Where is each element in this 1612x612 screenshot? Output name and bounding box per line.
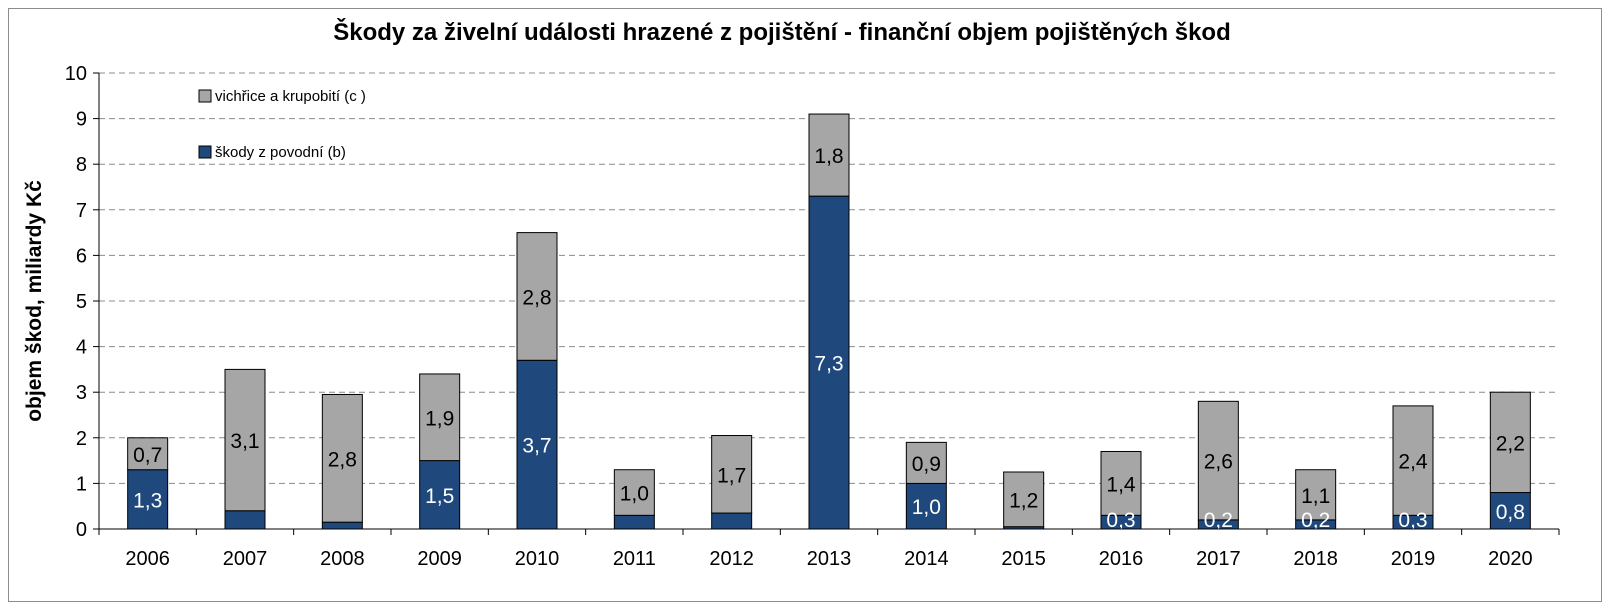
y-tick-label: 2 xyxy=(76,428,87,450)
bar-segment-flood xyxy=(1489,492,1531,530)
data-label: 1,7 xyxy=(717,464,746,487)
bar-segment-flood xyxy=(224,510,266,530)
bar-segment-flood xyxy=(419,460,461,530)
data-label: 0,3 xyxy=(1398,509,1427,532)
data-label: 2,8 xyxy=(522,286,551,309)
y-tick-label: 5 xyxy=(76,291,87,313)
bar-segment-storm xyxy=(1100,450,1142,516)
y-tick-label: 3 xyxy=(76,382,87,404)
y-tick-label: 8 xyxy=(76,154,87,176)
data-label: 1,9 xyxy=(425,407,454,430)
y-tick-label: 0 xyxy=(76,519,87,541)
y-tick-label: 7 xyxy=(76,200,87,222)
bar-segment-flood xyxy=(905,482,947,530)
data-label: 1,1 xyxy=(1301,485,1330,508)
x-tick-label: 2019 xyxy=(1391,548,1436,570)
bar-segment-storm xyxy=(711,435,753,514)
data-label: 0,3 xyxy=(1106,509,1135,532)
bar-segment-flood xyxy=(321,521,363,530)
y-tick-label: 9 xyxy=(76,109,87,131)
x-tick-label: 2016 xyxy=(1099,548,1144,570)
bar-segment-storm xyxy=(1392,405,1434,516)
x-tick-label: 2014 xyxy=(904,548,949,570)
legend-label: škody z povodní (b) xyxy=(215,144,346,161)
data-label: 0,8 xyxy=(1496,501,1525,524)
data-label: 1,0 xyxy=(620,483,649,506)
y-tick-label: 4 xyxy=(76,337,87,359)
data-label: 1,4 xyxy=(1106,473,1136,496)
y-tick-label: 1 xyxy=(76,473,87,495)
chart-title: Škody za živelní události hrazené z poji… xyxy=(333,18,1231,46)
x-tick-label: 2011 xyxy=(613,548,656,570)
x-tick-label: 2015 xyxy=(1001,548,1046,570)
bar-segment-storm xyxy=(1003,471,1045,528)
x-tick-label: 2018 xyxy=(1293,548,1338,570)
legend-swatch-storm xyxy=(198,89,212,103)
bar-segment-storm xyxy=(516,232,558,361)
data-label: 1,8 xyxy=(814,145,843,168)
legend-label: vichřice a krupobití (c ) xyxy=(215,88,366,105)
bar-segment-storm xyxy=(1489,391,1531,494)
data-label: 0,2 xyxy=(1301,509,1330,532)
x-tick-label: 2010 xyxy=(515,548,560,570)
x-tick-label: 2017 xyxy=(1196,548,1241,570)
data-label: 1,2 xyxy=(1009,489,1038,512)
data-label: 0,7 xyxy=(133,444,162,467)
data-label: 3,1 xyxy=(230,430,259,453)
x-tick-label: 2008 xyxy=(320,548,365,570)
y-axis-label: objem škod, miliardy Kč xyxy=(23,180,46,422)
data-label: 1,5 xyxy=(425,485,454,508)
data-label: 1,3 xyxy=(133,489,162,512)
data-label: 0,9 xyxy=(912,453,941,476)
data-label: 3,7 xyxy=(522,435,551,458)
y-tick-label: 6 xyxy=(76,245,87,267)
bar-segment-storm xyxy=(905,441,947,484)
chart-frame: Škody za živelní události hrazené z poji… xyxy=(8,8,1602,602)
bar-segment-storm xyxy=(613,469,655,516)
data-label: 1,0 xyxy=(912,496,941,519)
data-label: 2,6 xyxy=(1204,451,1233,474)
x-tick-label: 2020 xyxy=(1488,548,1533,570)
x-tick-label: 2009 xyxy=(417,548,462,570)
data-label: 2,8 xyxy=(328,448,357,471)
y-tick-label: 10 xyxy=(65,63,87,85)
x-tick-label: 2007 xyxy=(223,548,268,570)
data-label: 2,4 xyxy=(1398,451,1428,474)
data-label: 0,2 xyxy=(1204,509,1233,532)
x-tick-label: 2006 xyxy=(125,548,170,570)
x-tick-label: 2013 xyxy=(807,548,852,570)
legend-swatch-flood xyxy=(198,145,212,159)
bar-segment-flood xyxy=(711,512,753,530)
bar-segment-storm xyxy=(127,437,169,471)
x-tick-label: 2012 xyxy=(709,548,754,570)
bar-segment-storm xyxy=(419,373,461,462)
bar-segment-storm xyxy=(1197,400,1239,521)
bar-segment-storm xyxy=(224,368,266,512)
bar-segment-storm xyxy=(808,113,850,197)
data-label: 2,2 xyxy=(1496,432,1525,455)
data-label: 7,3 xyxy=(814,353,843,376)
bar-segment-storm xyxy=(321,393,363,523)
bar-segment-flood xyxy=(613,514,655,530)
stacked-bar-chart: Škody za živelní události hrazené z poji… xyxy=(23,18,1560,570)
bar-segment-flood xyxy=(808,195,850,530)
bar-segment-flood xyxy=(127,469,169,530)
bar-segment-storm xyxy=(1295,469,1337,521)
